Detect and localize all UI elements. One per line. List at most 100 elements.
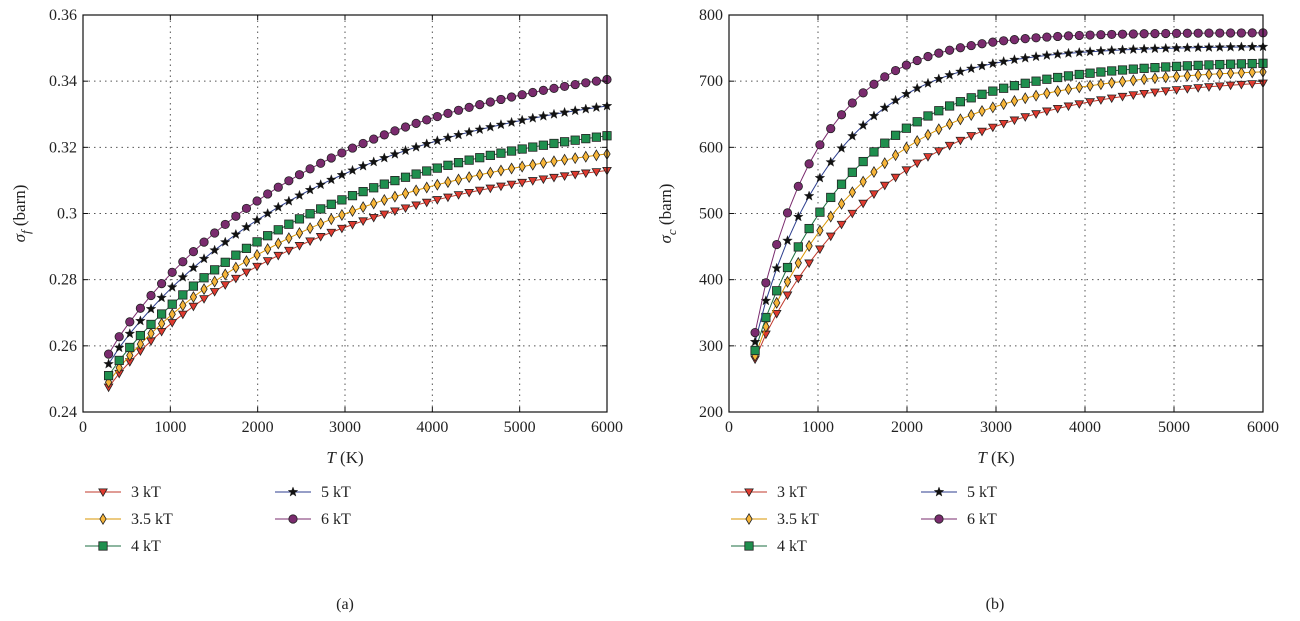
data-point [847,167,857,177]
y-axis-label-unit: (barn) [656,184,675,230]
data-point [177,310,188,320]
data-point [167,267,177,277]
legend-label: 3 kT [777,484,807,501]
legend-label: 3 kT [131,484,161,501]
y-tick-label: 700 [699,73,723,90]
data-point [1139,63,1149,73]
data-point [1063,102,1074,112]
data-point [1086,79,1094,92]
data-point [1247,28,1257,38]
data-point [783,275,792,288]
legend: 3 kT 3.5 kT 4 kT 5 kT 6 kT [85,484,351,555]
data-point [1226,67,1235,80]
legend-item: 3.5 kT [731,511,819,528]
data-point [1150,63,1160,73]
data-point [1193,60,1203,70]
data-point [750,327,760,338]
data-point [325,174,337,185]
data-point [1225,41,1236,52]
data-point [379,210,390,220]
y-tick-label: 0.32 [49,139,77,156]
data-point [496,94,506,105]
data-point [272,201,284,212]
data-point [1010,94,1019,108]
y-tick-label: 800 [699,7,723,24]
data-point [156,292,167,303]
data-point [837,197,846,210]
y-tick-label: 0.26 [49,338,77,355]
series-circle [103,74,612,359]
data-point [199,273,209,283]
data-point [944,141,955,151]
data-point [317,217,325,230]
data-point [1171,42,1182,53]
data-point [528,142,538,152]
data-point [527,112,539,123]
data-point [306,222,314,235]
data-point [1009,54,1020,65]
data-point [124,328,136,339]
data-point [1041,107,1052,117]
data-point [912,55,922,66]
data-point [241,243,252,253]
data-point [934,106,944,116]
y-tick-label: 400 [699,272,723,289]
data-point [977,89,987,99]
data-point [592,149,601,162]
data-point [591,101,602,113]
data-point [421,138,433,149]
data-point [1085,68,1095,78]
data-point [305,164,315,174]
data-point [167,299,177,309]
legend-label: 3.5 kT [777,511,819,528]
data-point [264,243,272,256]
data-point [432,111,442,122]
y-axis-label-subscript: f [18,228,33,234]
data-point [1043,87,1051,100]
data-point [188,302,199,312]
data-point [548,108,560,119]
data-point [188,281,199,291]
data-point [549,138,559,149]
data-point [1236,80,1247,90]
data-point [1042,32,1052,42]
data-point [1162,71,1170,84]
series-diamond [104,147,611,389]
y-axis-label-symbol: σ [656,234,675,243]
data-point [1095,45,1107,56]
data-point [1074,69,1084,80]
x-tick-label: 6000 [591,419,623,436]
data-point [506,116,517,127]
data-point [495,119,507,130]
data-point [497,164,505,177]
data-point [1205,68,1213,81]
data-point [252,262,262,272]
data-point [858,88,868,98]
data-point [858,156,868,167]
data-point [870,165,878,179]
x-tick-label: 1000 [802,419,834,436]
data-point [432,196,443,205]
data-point [827,210,835,223]
legend-label: 6 kT [967,511,997,528]
data-point [825,156,837,167]
x-axis-label: T (K) [326,448,363,467]
x-tick-label: 4000 [1069,419,1101,436]
data-point [912,159,923,169]
data-point [199,237,209,247]
legend-label: 5 kT [321,484,351,501]
legend-label: 3.5 kT [131,511,173,528]
data-point [336,169,348,180]
data-point [580,103,592,114]
data-point [179,299,187,312]
data-point [902,141,910,154]
data-point [433,178,441,191]
series-star [749,41,1269,347]
data-point [858,199,869,209]
data-point [444,176,452,189]
y-axis-label: σc (barn) [656,184,679,244]
data-point [1214,41,1226,52]
data-point [1182,42,1193,53]
chart-panel-b: 0 1000 2000 3000 4000 5000 6000 200 300 400 500 600… [656,7,1279,613]
